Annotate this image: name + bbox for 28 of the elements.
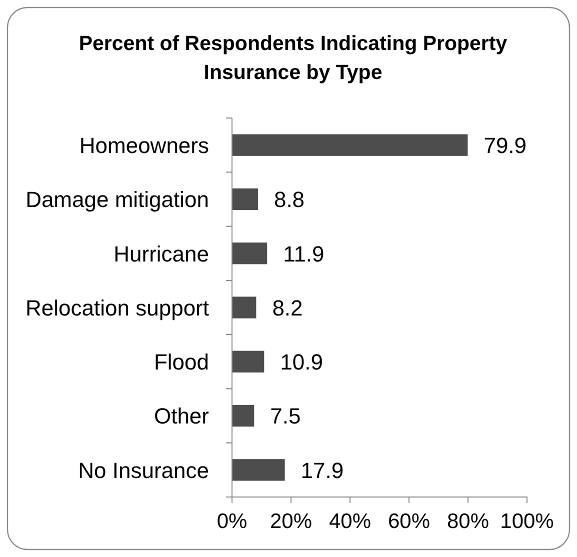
x-tick-label: 100% xyxy=(500,510,554,533)
y-tick-label: Homeowners xyxy=(79,132,209,158)
x-tick-label: 20% xyxy=(270,510,312,533)
data-label: 79.9 xyxy=(484,132,527,158)
y-tick-label: Damage mitigation xyxy=(26,187,209,212)
y-tick-label: No Insurance xyxy=(78,458,209,483)
bar xyxy=(232,188,258,210)
y-tick-label: Other xyxy=(154,404,209,429)
bar xyxy=(232,242,268,264)
x-tick-label: 60% xyxy=(388,510,430,533)
x-tick-label: 80% xyxy=(446,510,490,533)
data-label: 11.9 xyxy=(283,241,324,266)
bar xyxy=(232,459,285,481)
data-label: 8.8 xyxy=(274,187,305,212)
data-label: 7.5 xyxy=(270,404,301,429)
data-label: 8.2 xyxy=(272,295,303,320)
y-tick-label: Relocation support xyxy=(26,295,209,320)
bar xyxy=(232,134,468,156)
bar xyxy=(232,404,254,427)
data-label: 17.9 xyxy=(300,458,344,483)
x-tick-label: 0% xyxy=(216,510,248,533)
bar xyxy=(232,296,256,318)
bar xyxy=(232,350,264,372)
data-label: 10.9 xyxy=(280,350,323,375)
chart-title: Percent of Respondents Indicating Property Insurance by Type xyxy=(78,32,508,84)
y-tick-label: Flood xyxy=(154,350,209,375)
y-tick-label: Hurricane xyxy=(114,241,209,266)
x-tick-label: 40% xyxy=(328,510,372,533)
